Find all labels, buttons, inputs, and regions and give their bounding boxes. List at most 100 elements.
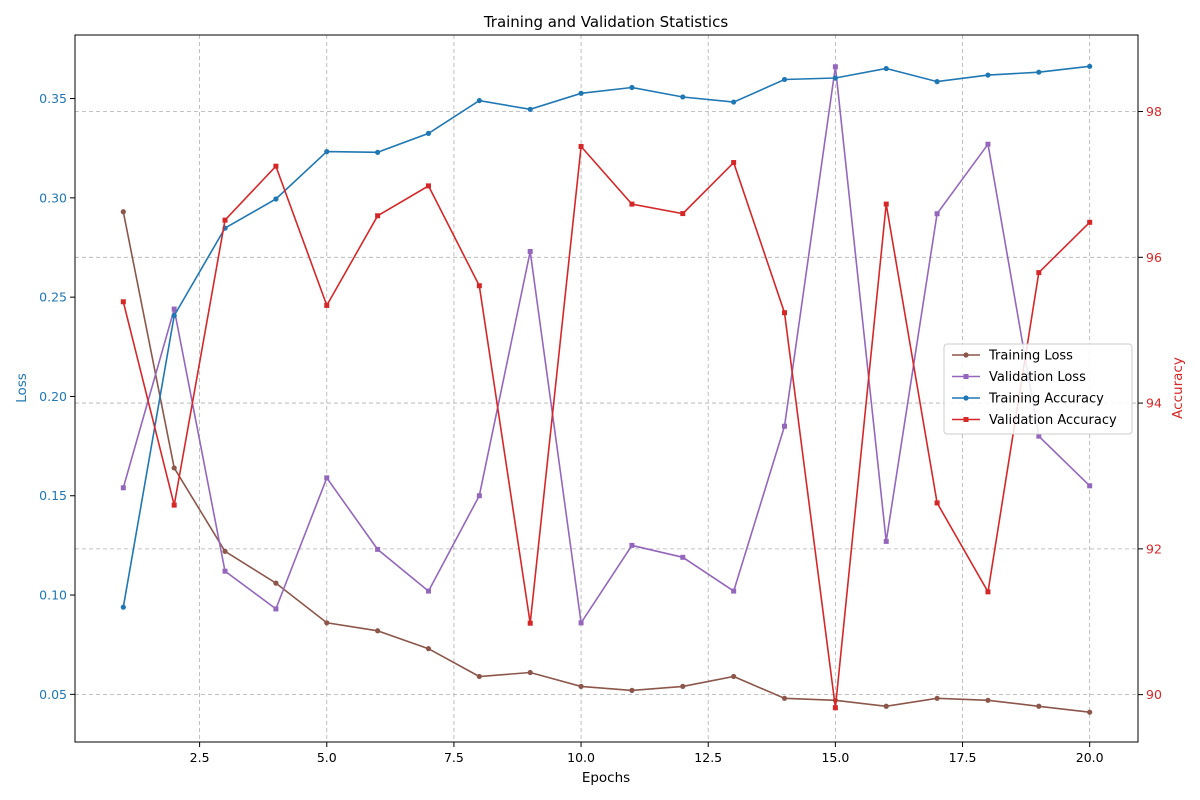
validation-accuracy-point — [375, 213, 381, 219]
y-left-tick-label: 0.10 — [39, 588, 67, 603]
training-loss-point — [324, 620, 330, 626]
validation-loss-point — [324, 475, 330, 481]
legend-swatch-marker — [963, 395, 969, 401]
validation-accuracy-point — [527, 620, 533, 626]
training-loss-point — [425, 646, 432, 652]
validation-accuracy-point — [120, 299, 126, 305]
validation-loss-point — [629, 542, 635, 548]
training-accuracy-point — [1036, 69, 1042, 75]
y-right-tick-label: 94 — [1146, 396, 1162, 411]
legend-entry: Training Loss — [988, 349, 1073, 364]
training-loss-point — [222, 548, 228, 554]
training-loss-point — [1036, 703, 1042, 709]
y-left-tick-label: 0.20 — [39, 389, 67, 404]
validation-accuracy-line — [122, 144, 1091, 708]
training-accuracy-point — [781, 76, 788, 83]
validation-accuracy-point — [273, 163, 279, 169]
validation-accuracy-point — [883, 201, 889, 207]
training-loss-line — [122, 211, 1090, 713]
training-accuracy-point — [629, 84, 635, 91]
y-left-tick-label: 0.05 — [39, 687, 67, 702]
training-loss-point — [680, 683, 686, 689]
training-accuracy-point — [680, 94, 686, 100]
training-accuracy-point — [883, 65, 889, 72]
training-loss-point — [883, 703, 889, 709]
training-loss-point — [1087, 709, 1093, 715]
validation-loss-point — [934, 211, 940, 217]
x-tick-label: 17.5 — [949, 750, 977, 765]
y-left-tick-label: 0.35 — [39, 91, 67, 106]
validation-loss-point — [782, 423, 788, 429]
training-loss-point — [476, 673, 482, 680]
training-loss-point — [629, 687, 635, 693]
y-axis-right-title: Accuracy — [1170, 357, 1186, 419]
training-accuracy-point — [578, 90, 584, 96]
validation-loss-point — [222, 568, 228, 574]
x-tick-label: 5.0 — [317, 750, 337, 765]
validation-accuracy-point — [222, 217, 228, 223]
legend-entry: Validation Loss — [989, 370, 1086, 385]
legend-entry: Training Accuracy — [988, 392, 1104, 407]
validation-loss-line — [122, 66, 1091, 626]
training-accuracy-point — [1087, 63, 1093, 69]
validation-accuracy-point — [578, 144, 584, 150]
training-accuracy-point — [476, 97, 482, 104]
validation-accuracy-point — [171, 502, 177, 508]
validation-accuracy-point — [425, 183, 431, 189]
training-accuracy-point — [120, 604, 126, 610]
validation-loss-point — [832, 64, 838, 70]
legend-entry: Validation Accuracy — [989, 413, 1117, 428]
y-axis-left-title: Loss — [14, 373, 30, 403]
training-accuracy-point — [425, 130, 432, 136]
legend-swatch-marker — [963, 352, 969, 358]
validation-accuracy-point — [934, 500, 940, 506]
training-accuracy-point — [171, 313, 177, 319]
training-accuracy-point — [324, 149, 330, 155]
training-loss-point — [781, 695, 788, 701]
plot-frame — [74, 34, 1139, 743]
validation-loss-point — [680, 554, 686, 560]
training-accuracy-point — [731, 99, 737, 105]
validation-accuracy-point — [985, 589, 991, 595]
validation-accuracy-point — [476, 283, 482, 289]
validation-accuracy-point — [1036, 270, 1042, 276]
legend-swatch-marker — [963, 417, 969, 422]
validation-loss-point — [1036, 433, 1042, 439]
validation-accuracy-point — [832, 705, 838, 711]
x-tick-label: 2.5 — [190, 750, 210, 765]
validation-loss-point — [273, 606, 279, 612]
training-loss-point — [273, 580, 279, 586]
validation-loss-point — [1087, 483, 1093, 489]
x-axis-title: Epochs — [582, 770, 630, 786]
x-tick-label: 20.0 — [1076, 750, 1104, 765]
validation-loss-point — [731, 588, 737, 594]
training-accuracy-point — [934, 79, 940, 85]
training-loss-point — [171, 465, 177, 471]
x-tick-label: 15.0 — [821, 750, 849, 765]
validation-loss-point — [883, 538, 889, 544]
validation-loss-point — [425, 588, 431, 594]
validation-loss-point — [578, 620, 584, 626]
validation-accuracy-point — [1087, 219, 1093, 225]
validation-loss-point — [527, 248, 533, 254]
validation-accuracy-point — [629, 201, 635, 207]
training-loss-point — [578, 683, 584, 689]
series-layer — [120, 63, 1093, 715]
validation-loss-point — [171, 306, 177, 312]
legend-box — [943, 343, 1133, 435]
y-right-tick-label: 98 — [1146, 104, 1162, 119]
chart-title: Training and Validation Statistics — [483, 13, 729, 31]
x-tick-label: 7.5 — [444, 750, 464, 765]
validation-accuracy-point — [782, 310, 788, 316]
training-accuracy-point — [375, 149, 381, 155]
training-accuracy-point — [527, 106, 533, 112]
axes: 2.5 5.0 7.5 10.0 12.5 15.0 17.5 20.0 0.05 0.10 0.1… — [39, 91, 1162, 765]
y-right-tick-label: 92 — [1146, 541, 1162, 556]
training-loss-point — [731, 673, 737, 680]
legend: Training Loss Validation Loss Training Acc… — [943, 343, 1133, 435]
y-left-tick-label: 0.30 — [39, 190, 67, 205]
y-left-tick-label: 0.15 — [39, 488, 67, 503]
validation-loss-point — [375, 546, 381, 552]
y-right-tick-label: 90 — [1146, 687, 1162, 702]
